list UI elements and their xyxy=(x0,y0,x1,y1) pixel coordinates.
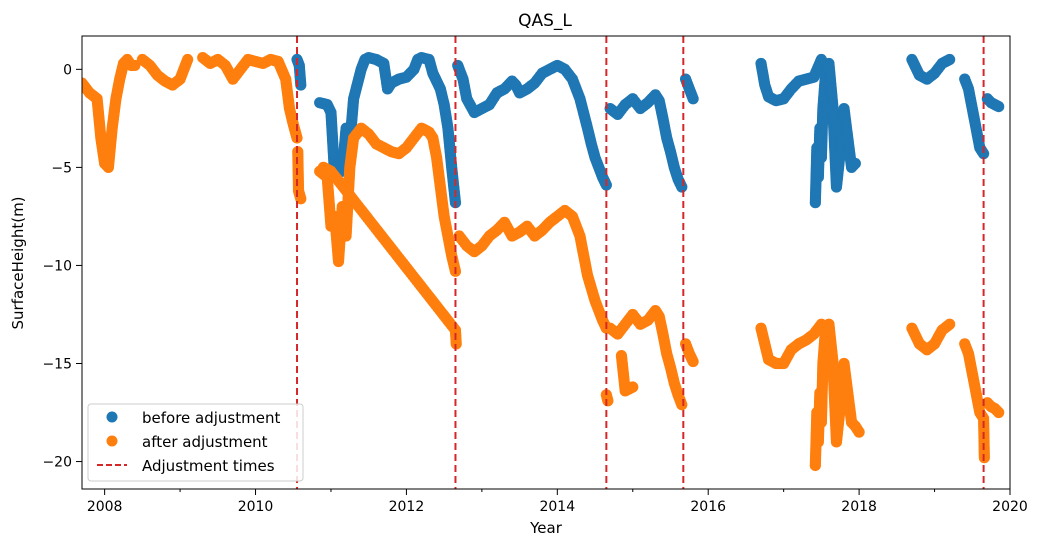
legend-label-before: before adjustment xyxy=(142,409,280,427)
x-tick-label-2: 2012 xyxy=(389,499,425,515)
point-after-7-1 xyxy=(602,395,614,407)
point-after-0-12 xyxy=(129,59,141,72)
y-tick-label-4: −20 xyxy=(42,455,72,471)
legend-marker-after xyxy=(106,435,118,447)
y-tick-label-2: −10 xyxy=(42,258,72,274)
point-before-9-3 xyxy=(993,101,1005,113)
point-after-5-3 xyxy=(450,338,462,350)
x-tick-label-3: 2014 xyxy=(539,499,575,515)
point-after-10-2 xyxy=(687,355,699,368)
point-after-1-6 xyxy=(182,53,194,66)
x-tick-label-6: 2020 xyxy=(992,499,1028,515)
y-axis-label: SurfaceHeight(m) xyxy=(9,196,27,329)
point-before-7-5 xyxy=(944,53,956,66)
y-tick-label-0: 0 xyxy=(63,62,72,78)
point-after-9-2 xyxy=(627,381,639,393)
x-tick-label-4: 2016 xyxy=(690,499,726,515)
y-axis: 0 −5 −10 −15 −20 xyxy=(42,62,82,471)
x-tick-label-5: 2018 xyxy=(841,499,877,515)
x-tick-label-1: 2010 xyxy=(238,499,274,515)
point-after-15-3 xyxy=(993,406,1005,419)
legend-label-after: after adjustment xyxy=(142,433,268,451)
point-after-8-13 xyxy=(676,399,688,411)
point-before-4-2 xyxy=(687,93,699,105)
x-axis-label: Year xyxy=(529,519,563,537)
y-tick-label-1: −5 xyxy=(51,160,72,176)
legend-marker-before xyxy=(106,411,118,423)
chart-title: QAS_L xyxy=(518,11,572,31)
y-tick-label-3: −15 xyxy=(42,356,72,372)
legend-box xyxy=(87,403,304,482)
legend: before adjustment after adjustment Adjus… xyxy=(87,403,304,482)
point-before-3-13 xyxy=(676,181,688,193)
point-after-12-15 xyxy=(853,426,865,438)
point-after-13-5 xyxy=(944,318,956,330)
point-before-6-14 xyxy=(849,157,861,170)
x-axis: 2008 2010 2012 2014 2016 2018 2020 xyxy=(87,489,1028,515)
plot-frame xyxy=(81,35,1011,490)
legend-label-adjustment: Adjustment times xyxy=(142,457,275,475)
x-tick-label-0: 2008 xyxy=(87,499,123,515)
point-before-8-5 xyxy=(977,148,990,160)
